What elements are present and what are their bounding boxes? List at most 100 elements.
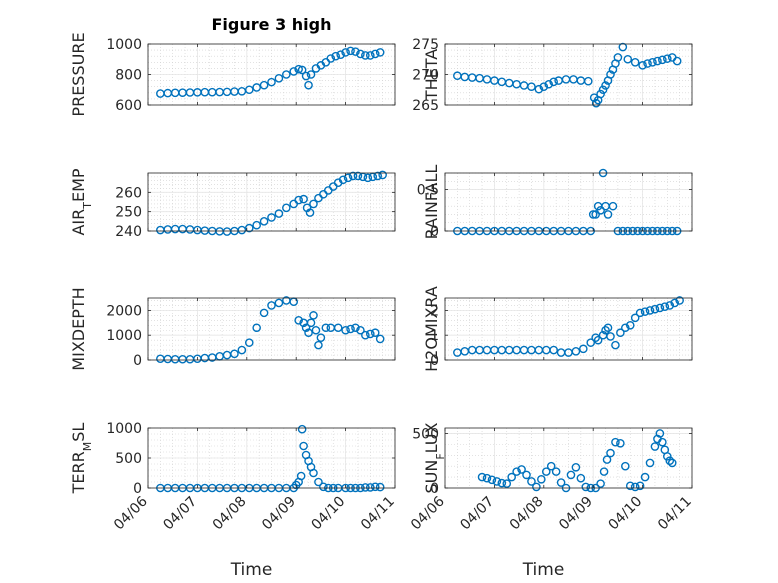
data-point bbox=[363, 173, 373, 183]
y-axis-label: TERRMSL bbox=[69, 423, 94, 495]
x-tick-label: 04/07 bbox=[457, 494, 497, 534]
data-point bbox=[259, 308, 269, 318]
data-point bbox=[663, 54, 672, 63]
y-tick-label: 240 bbox=[115, 224, 142, 240]
data-point bbox=[244, 223, 254, 233]
axes-box bbox=[147, 172, 396, 232]
data-point bbox=[341, 325, 350, 335]
data-point bbox=[635, 481, 645, 491]
data-point bbox=[304, 80, 313, 90]
subplot-terr-msl: 0 500 1000 04/06 04/07 04/08 04/09 04/10 04/11 TE… bbox=[69, 421, 398, 533]
data-point bbox=[532, 482, 541, 492]
data-point bbox=[623, 54, 633, 64]
data-point bbox=[670, 298, 680, 308]
data-point bbox=[549, 77, 558, 87]
data-point bbox=[361, 330, 370, 340]
y-axis-label: H2OMIXRA bbox=[422, 286, 441, 372]
y-tick-label: 1000 bbox=[106, 37, 142, 53]
data-point bbox=[606, 448, 615, 458]
y-tick-label: 0 bbox=[430, 481, 439, 497]
data-point bbox=[556, 478, 566, 487]
data-point bbox=[274, 209, 284, 218]
data-point bbox=[537, 474, 546, 484]
data-point bbox=[650, 304, 660, 314]
data-point bbox=[502, 479, 512, 488]
data-point bbox=[591, 333, 600, 342]
data-point bbox=[611, 340, 620, 350]
data-point bbox=[608, 201, 618, 211]
data-point bbox=[593, 335, 603, 345]
data-point bbox=[252, 323, 261, 333]
data-point bbox=[244, 85, 254, 95]
axes-box bbox=[444, 172, 693, 232]
data-point bbox=[365, 329, 375, 339]
data-point bbox=[658, 437, 667, 447]
data-point bbox=[630, 58, 640, 67]
data-point bbox=[343, 173, 353, 183]
data-point bbox=[621, 461, 630, 471]
data-point bbox=[613, 53, 623, 62]
data-point bbox=[598, 85, 608, 95]
y-tick-label: 0.5 bbox=[417, 183, 439, 199]
data-point bbox=[492, 477, 502, 486]
axes-box bbox=[444, 427, 693, 489]
data-point bbox=[346, 324, 355, 334]
data-point bbox=[305, 208, 315, 217]
y-axis-label: AIRTEMP bbox=[69, 168, 94, 235]
x-tick-label: 04/08 bbox=[210, 494, 250, 534]
data-point bbox=[267, 213, 276, 222]
y-tick-label: 0 bbox=[133, 353, 142, 369]
data-point bbox=[665, 456, 675, 466]
data-point bbox=[299, 441, 308, 451]
data-point bbox=[336, 50, 345, 59]
data-point bbox=[306, 70, 316, 79]
data-point bbox=[621, 323, 630, 333]
data-point bbox=[660, 302, 670, 311]
subplot-air-temp: 240 250 260 AIRTEMP bbox=[69, 168, 396, 240]
data-point bbox=[645, 306, 655, 315]
data-point bbox=[294, 195, 303, 205]
data-point bbox=[319, 482, 328, 492]
data-point bbox=[603, 210, 613, 219]
data-point bbox=[259, 217, 269, 226]
data-point bbox=[370, 328, 380, 338]
data-point bbox=[571, 462, 581, 472]
data-point bbox=[373, 171, 383, 181]
data-point bbox=[663, 452, 672, 461]
data-point bbox=[522, 470, 531, 480]
data-point bbox=[539, 82, 549, 91]
data-point bbox=[645, 458, 655, 468]
data-point bbox=[267, 301, 276, 310]
data-point bbox=[274, 298, 284, 308]
x-tick-label: 04/11 bbox=[358, 494, 398, 534]
data-point bbox=[341, 48, 350, 57]
data-point bbox=[658, 55, 667, 65]
y-tick-label: 1 bbox=[430, 328, 439, 344]
y-tick-label: 800 bbox=[115, 68, 142, 84]
data-point bbox=[546, 461, 556, 471]
data-point bbox=[259, 80, 269, 90]
data-point bbox=[551, 467, 561, 476]
data-point bbox=[497, 478, 507, 488]
data-point bbox=[630, 482, 640, 492]
data-point bbox=[378, 170, 387, 180]
data-point bbox=[630, 313, 640, 323]
data-point bbox=[541, 467, 551, 476]
data-point bbox=[625, 320, 635, 330]
y-tick-label: 265 bbox=[412, 98, 439, 114]
data-point bbox=[326, 54, 336, 63]
data-point bbox=[356, 325, 365, 335]
data-point bbox=[672, 56, 682, 66]
data-point bbox=[353, 171, 363, 181]
data-point bbox=[311, 325, 321, 335]
data-point bbox=[602, 455, 612, 464]
data-point bbox=[675, 296, 684, 305]
y-tick-label: 500 bbox=[412, 426, 439, 442]
y-axis-label: MIXDEPTH bbox=[69, 287, 88, 370]
x-axis-label-left: Time bbox=[230, 560, 273, 580]
data-point bbox=[314, 477, 323, 487]
